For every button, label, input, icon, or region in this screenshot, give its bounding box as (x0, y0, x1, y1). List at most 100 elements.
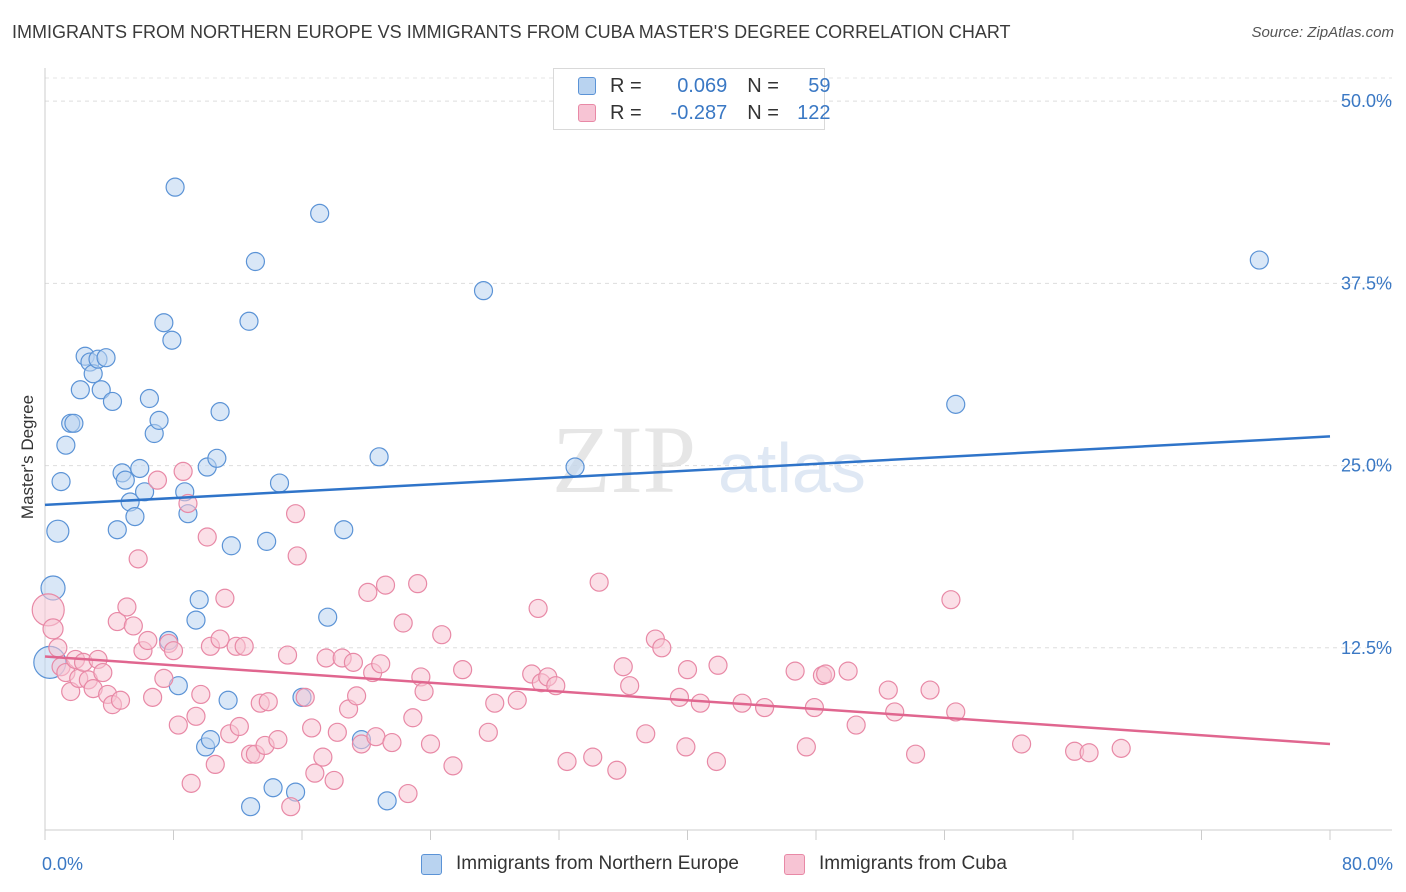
gridlines (45, 77, 1392, 649)
northern-europe-point (207, 448, 227, 468)
cuba-point (453, 660, 473, 680)
legend-n-value: 122 (797, 101, 831, 124)
cuba-point (478, 722, 498, 742)
cuba-point (48, 638, 68, 658)
bottom-legend-label: Immigrants from Northern Europe (456, 853, 739, 874)
northern-europe-point (107, 520, 127, 540)
cuba-point (302, 718, 322, 738)
cuba-point (42, 618, 64, 640)
northern-europe-point (130, 458, 150, 479)
northern-europe-point (318, 607, 338, 627)
trend-lines (44, 435, 1331, 746)
cuba-point (677, 660, 698, 680)
legend-row-northern-europe: R = 0.069 N = 59 (578, 74, 831, 98)
cuba-point (347, 686, 367, 706)
northern-europe-point (96, 348, 116, 368)
cuba-point (197, 527, 217, 547)
cuba-point (316, 648, 336, 668)
cuba-point (305, 763, 325, 783)
cuba-point (946, 702, 966, 722)
cuba-point (403, 708, 423, 728)
northern-europe-point (102, 391, 123, 412)
cuba-point (178, 493, 198, 514)
northern-europe-trend-line (44, 435, 1331, 507)
northern-europe-point (64, 413, 84, 433)
cuba-point (234, 636, 254, 656)
bottom-legend-label: Immigrants from Cuba (819, 853, 1007, 874)
cuba-point (652, 638, 672, 658)
northern-europe-point (210, 402, 230, 422)
cuba-point (123, 616, 143, 636)
northern-europe-point (245, 251, 266, 272)
cuba-point (607, 760, 627, 780)
cuba-point (173, 461, 193, 482)
x-tick-label: 0.0% (42, 854, 83, 874)
cuba-point (371, 654, 391, 674)
legend-r-label: R = (610, 74, 642, 97)
cuba-point (941, 590, 961, 610)
x-tick-label: 80.0% (1342, 854, 1393, 874)
cuba-point (669, 687, 690, 707)
cuba-point (838, 661, 858, 681)
cuba-point (163, 641, 184, 661)
cuba-point (796, 737, 816, 757)
cuba-point (117, 597, 137, 617)
northern-europe-point (1249, 250, 1269, 270)
cuba-point (154, 668, 174, 689)
bottom-legend-northern-europe: Immigrants from Northern Europe (421, 851, 739, 877)
chart-source: Source: ZipAtlas.com (1251, 24, 1394, 41)
cuba-point (1079, 743, 1099, 763)
y-tick-label: 37.5% (1341, 273, 1392, 293)
northern-europe-point (46, 519, 70, 543)
cuba-point (93, 662, 113, 683)
chart-title: IMMIGRANTS FROM NORTHERN EUROPE VS IMMIG… (12, 22, 1011, 42)
cuba-point (138, 630, 158, 651)
northern-europe-point (310, 203, 330, 223)
cuba-point (285, 504, 306, 524)
northern-europe-point (263, 778, 283, 798)
cuba-point (181, 773, 201, 793)
cuba-point (343, 652, 363, 672)
northern-europe-point (269, 473, 290, 493)
cuba-point (557, 751, 577, 772)
northern-europe-point (125, 506, 145, 527)
cuba-point (327, 722, 347, 742)
northern-europe-point (189, 590, 209, 610)
y-tick-label: 50.0% (1341, 91, 1392, 111)
tick-labels: 12.5% 25.0% 37.5% 50.0% 0.0% 80.0% (42, 91, 1393, 874)
northern-europe-point (139, 388, 160, 409)
cuba-point (215, 588, 235, 608)
northern-europe-point (257, 531, 277, 551)
cuba-point (186, 706, 206, 726)
northern-europe-point (154, 313, 174, 333)
axes (44, 68, 1392, 840)
legend-r-value: 0.069 (677, 74, 728, 97)
cuba-point (295, 687, 315, 707)
cuba-point (313, 747, 333, 767)
cuba-trend-line (44, 655, 1331, 746)
cuba-point (420, 734, 441, 754)
cuba-point (168, 715, 188, 735)
cuba-point (589, 572, 609, 592)
cuba-point (366, 727, 386, 747)
northern-europe-point (186, 610, 206, 630)
northern-europe-point (239, 311, 259, 331)
northern-europe-point (200, 730, 221, 750)
cuba-point (229, 716, 249, 737)
northern-europe-point (70, 380, 90, 400)
cuba-point (432, 625, 452, 645)
northern-europe-point (241, 797, 261, 817)
watermark: ZIP atlas (552, 406, 866, 513)
cuba-point (528, 598, 548, 619)
cuba-point (816, 664, 836, 684)
northern-europe-point (946, 394, 966, 414)
correlation-legend: R = 0.069 N = 59 R = -0.287 N = 122 (553, 68, 831, 130)
cuba-point (583, 747, 603, 767)
legend-n-value: 59 (808, 74, 831, 97)
cuba-point (147, 470, 168, 490)
cuba-point (358, 582, 378, 602)
northern-europe-point (334, 520, 354, 540)
cuba-point (324, 770, 344, 791)
cuba-point (375, 575, 396, 595)
